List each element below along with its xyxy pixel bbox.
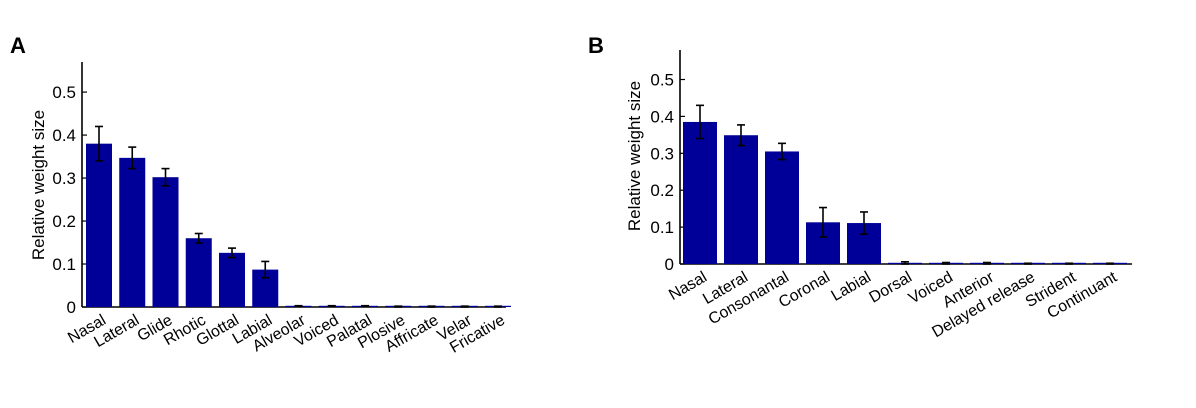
panel-b-bar (683, 121, 717, 264)
panel-b-category-label: Dorsal (866, 269, 915, 307)
panel-a-y-tick-label: 0.2 (52, 212, 76, 231)
panel-a-y-tick-label: 0 (67, 298, 76, 317)
panel-b-y-tick-label: 0 (665, 255, 674, 274)
panel-a-bar (152, 177, 179, 307)
panel-b-y-axis-label: Relative weight size (625, 81, 644, 231)
panel-a-y-axis-label: Relative weight size (29, 110, 48, 260)
panel-b-bar (724, 135, 758, 264)
panel-a-y-tick-label: 0.5 (52, 83, 76, 102)
panel-b-bar (765, 151, 799, 264)
panel-b-y-tick-label: 0.5 (650, 71, 674, 90)
panel-b-y-tick-label: 0.2 (650, 181, 674, 200)
panel-b-category-label: Labial (829, 269, 874, 305)
panel-b-y-tick-label: 0.3 (650, 144, 674, 163)
panel-b-label: B (588, 33, 604, 58)
panel-a-bar (219, 252, 245, 307)
panel-b-y-tick-label: 0.1 (650, 218, 674, 237)
panel-b-y-tick-label: 0.4 (650, 107, 674, 126)
panel-a-y-tick-label: 0.3 (52, 169, 76, 188)
panel-a-bar (86, 143, 112, 307)
panel-a-bar (119, 157, 146, 307)
panel-a-bar (185, 238, 212, 307)
panel-a-y-tick-label: 0.1 (52, 255, 76, 274)
panel-a-label: A (10, 33, 26, 58)
panel-a-y-tick-label: 0.4 (52, 126, 76, 145)
